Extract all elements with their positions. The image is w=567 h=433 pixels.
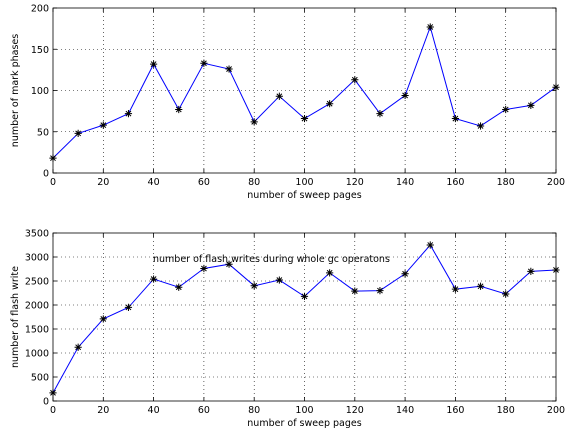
bottom-chart-data-point [326, 269, 334, 277]
bottom-chart-annotation: number of flash writes during whole gc o… [153, 254, 390, 265]
top-chart-data-point [351, 76, 359, 84]
top-chart-xtick-label: 60 [198, 177, 210, 188]
bottom-chart-ytick-label: 1000 [25, 349, 49, 360]
top-chart-data-point [225, 65, 233, 73]
bottom-chart-data-point [49, 389, 57, 397]
bottom-chart-data-point [275, 276, 283, 284]
bottom-chart-data-point [74, 343, 82, 351]
bottom-chart-ytick-label: 2000 [25, 301, 49, 312]
top-chart-xtick-label: 20 [97, 177, 109, 188]
bottom-chart-xtick-label: 120 [346, 405, 364, 416]
top-chart-ytick-label: 50 [37, 127, 49, 138]
top-chart-data-point [552, 83, 560, 91]
bottom-chart-xtick-label: 60 [198, 405, 210, 416]
top-chart-data-point [150, 60, 158, 68]
bottom-chart-data-point [250, 282, 258, 290]
bottom-chart-data-point [502, 290, 510, 298]
top-chart-data-point [426, 23, 434, 31]
bottom-chart-xtick-label: 200 [547, 405, 565, 416]
top-chart-ytick-label: 0 [43, 169, 49, 180]
bottom-chart-xtick-label: 20 [97, 405, 109, 416]
top-chart-xtick-label: 0 [50, 177, 56, 188]
top-chart-grid [53, 8, 556, 173]
bottom-chart-data-point [451, 285, 459, 293]
top-chart-xtick-label: 180 [497, 177, 515, 188]
bottom-chart-data-point [426, 241, 434, 249]
bottom-chart-ytick-label: 0 [43, 397, 49, 408]
bottom-chart-xtick-label: 160 [446, 405, 464, 416]
bottom-chart-ytick-label: 3000 [25, 253, 49, 264]
top-chart-data-point [300, 114, 309, 123]
bottom-chart-xtick-label: 0 [50, 405, 56, 416]
top-chart-xlabel: number of sweep pages [247, 190, 361, 201]
top-chart-xtick-label: 100 [295, 177, 313, 188]
top-chart-xtick-label: 200 [547, 177, 565, 188]
top-chart-data-point [74, 129, 82, 137]
bottom-chart-ytick-label: 3500 [25, 229, 49, 240]
top-chart-data-point [401, 91, 409, 100]
bottom-chart-data-point [351, 287, 359, 295]
bottom-chart-ytick-label: 2500 [25, 277, 49, 288]
top-chart-data-point [502, 105, 510, 114]
bottom-chart-ytick-label: 500 [31, 373, 49, 384]
bottom-chart-data-point [476, 282, 485, 290]
bottom-chart-data-point [300, 292, 309, 300]
bottom-chart-data-point [124, 303, 133, 311]
top-chart-data-point [175, 105, 183, 114]
top-chart-data-point [99, 121, 107, 129]
bottom-chart-series-line [52, 244, 557, 394]
top-chart: 0 20 40 60 80 100 120 140 160 180 200050100150200 … [10, 4, 565, 202]
top-chart-data-point [49, 154, 57, 162]
bottom-chart-data-point [99, 315, 107, 323]
top-chart-ytick-label: 200 [31, 4, 49, 15]
top-chart-data-point [250, 118, 258, 126]
bottom-chart-xtick-label: 180 [497, 405, 515, 416]
top-chart-xtick-label: 140 [396, 177, 414, 188]
top-chart-series [49, 23, 560, 162]
bottom-chart-data-point [552, 266, 560, 274]
bottom-chart-data-point [527, 267, 535, 275]
top-chart-xtick-label: 160 [446, 177, 464, 188]
top-chart-data-point [527, 101, 535, 109]
bottom-chart: 0 20 40 60 80 100 120 140 160 180 2000500100015002… [10, 229, 565, 430]
top-chart-data-point [476, 122, 485, 130]
bottom-chart-grid [53, 233, 556, 401]
bottom-chart-xtick-label: 100 [295, 405, 313, 416]
top-chart-xtick-label: 120 [346, 177, 364, 188]
top-chart-data-point [124, 110, 133, 118]
bottom-chart-ytick-label: 1500 [25, 325, 49, 336]
bottom-chart-ticks: 0 20 40 60 80 100 120 140 160 180 2000500100015002… [25, 229, 565, 417]
top-chart-data-point [326, 100, 334, 108]
bottom-chart-ylabel: number of flash write [10, 266, 21, 368]
top-chart-ylabel: number of mark phases [10, 34, 21, 147]
top-chart-ytick-label: 100 [31, 86, 49, 97]
top-chart-xtick-label: 40 [148, 177, 160, 188]
top-chart-data-point [200, 59, 208, 67]
bottom-chart-xlabel: number of sweep pages [247, 418, 361, 429]
bottom-chart-xtick-label: 140 [396, 405, 414, 416]
bottom-chart-data-point [150, 275, 158, 283]
bottom-chart-xtick-label: 40 [148, 405, 160, 416]
top-chart-data-point [376, 110, 384, 118]
top-chart-xtick-label: 80 [248, 177, 260, 188]
top-chart-ytick-label: 150 [31, 45, 49, 56]
bottom-chart-series [49, 241, 560, 397]
bottom-chart-xtick-label: 80 [248, 405, 260, 416]
bottom-chart-data-point [376, 287, 384, 295]
top-chart-ticks: 0 20 40 60 80 100 120 140 160 180 200 0 50 100 150 200 [31, 4, 565, 189]
bottom-chart-data-point [175, 283, 183, 291]
top-chart-data-point [275, 92, 283, 100]
bottom-chart-data-point [401, 270, 409, 278]
bottom-chart-data-point [200, 264, 208, 273]
top-chart-data-point [451, 114, 459, 123]
bottom-chart-data-point [225, 260, 233, 268]
